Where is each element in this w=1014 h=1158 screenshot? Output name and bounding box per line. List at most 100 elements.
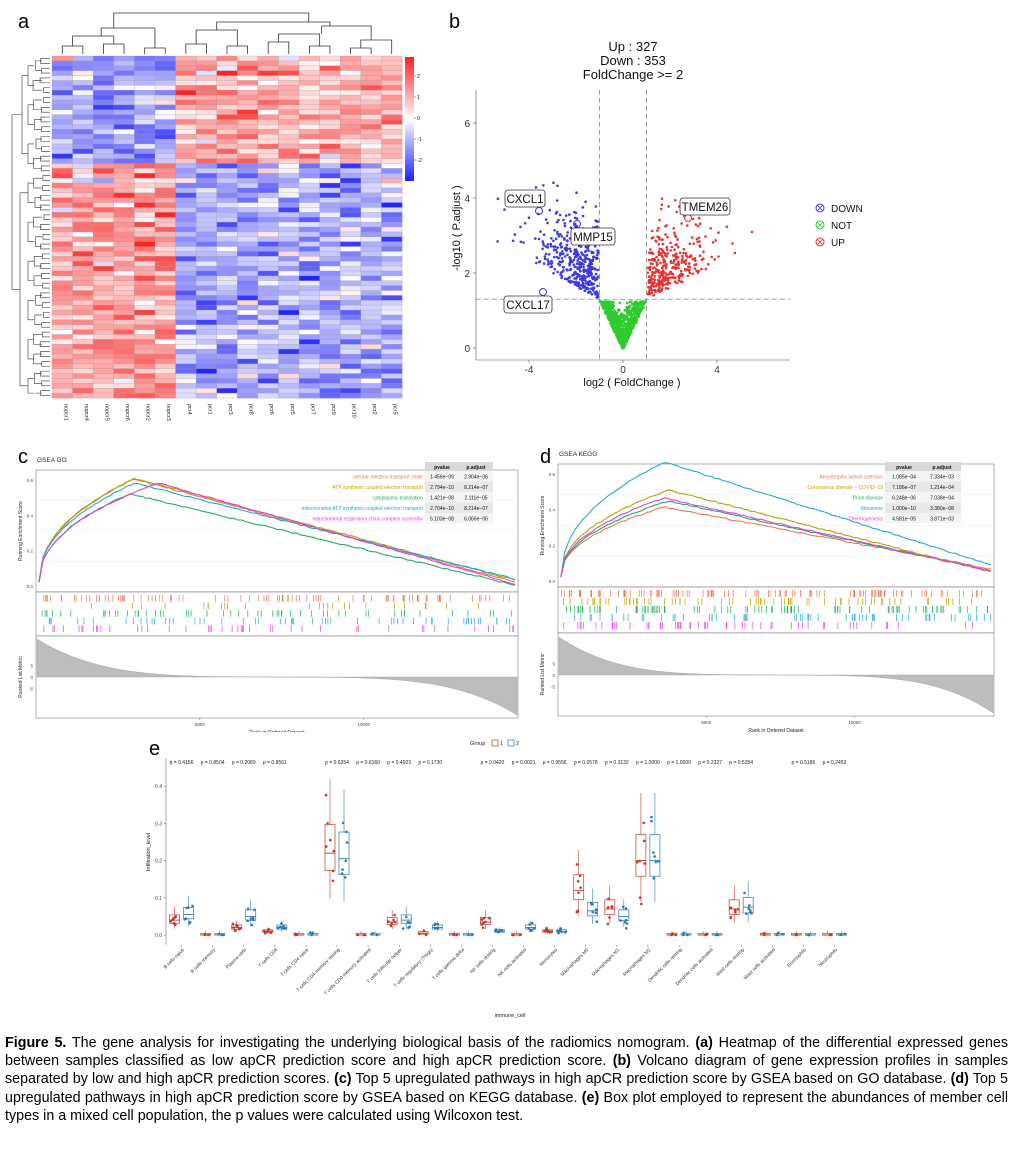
heatmap-cell <box>113 80 135 86</box>
heatmap-cell <box>360 246 382 252</box>
heatmap-cell <box>319 148 341 155</box>
point-down <box>550 259 553 263</box>
point-down <box>583 289 586 293</box>
heatmap-cell <box>237 217 259 223</box>
box-point <box>564 930 567 934</box>
heatmap-cell <box>381 95 403 101</box>
heatmap-cell <box>113 70 135 76</box>
heatmap-cell <box>175 329 197 335</box>
heatmap-cell <box>196 173 218 179</box>
heatmap-cell <box>319 99 341 106</box>
point-up <box>660 254 663 257</box>
heatmap-cell <box>134 319 156 326</box>
point-up <box>650 258 653 262</box>
heatmap-cell <box>360 197 382 203</box>
box-point <box>729 906 733 909</box>
point-down <box>541 240 544 243</box>
point-down <box>559 246 563 249</box>
metric-tick-label: -5 <box>29 687 33 692</box>
heatmap-cell <box>278 261 300 267</box>
heatmap-cell <box>340 280 362 286</box>
point-down <box>555 220 559 224</box>
heatmap-cell <box>72 324 94 330</box>
box-point <box>375 933 379 937</box>
heatmap-cell <box>134 227 156 233</box>
heatmap-cell <box>216 256 238 262</box>
heatmap-cell <box>381 275 403 282</box>
dendrogram-branch <box>27 221 34 242</box>
heatmap-cell <box>257 368 279 374</box>
gene-label-box <box>570 227 616 246</box>
heatmap-cell <box>175 373 197 379</box>
point-up <box>659 261 662 265</box>
heatmap-cell <box>113 168 135 174</box>
gene-marker <box>684 214 692 222</box>
point-down <box>585 253 589 257</box>
dendrogram-branch <box>41 126 50 133</box>
heatmap-cell <box>360 319 382 326</box>
box-point <box>545 927 548 930</box>
heatmap-cell <box>113 270 135 277</box>
heatmap-cell <box>299 378 320 384</box>
heatmap-cell <box>278 75 300 81</box>
heatmap-cell <box>278 212 300 218</box>
heatmap-cell <box>299 202 320 208</box>
heatmap-cell <box>299 280 320 286</box>
box-point <box>187 906 190 909</box>
heatmap-cell <box>381 290 403 296</box>
box-point <box>326 822 329 825</box>
heatmap-sample-label: nopcr6 <box>124 404 130 421</box>
heatmap-cell <box>381 231 403 238</box>
dendrogram-branch <box>33 353 42 365</box>
point-up <box>649 278 652 282</box>
heatmap-cell <box>381 363 403 369</box>
point-down <box>568 247 572 251</box>
heatmap-cell <box>134 143 156 150</box>
heatmap-cell <box>216 90 238 96</box>
heatmap-cell <box>154 261 176 267</box>
point-not <box>639 310 642 313</box>
heatmap-cell <box>278 329 300 335</box>
point-not <box>619 342 622 345</box>
heatmap-cell <box>196 178 218 184</box>
metric-axis-label: Ranked List Metric <box>540 653 546 695</box>
dendrogram-branch <box>33 334 42 345</box>
heatmap-cell <box>299 295 320 301</box>
heatmap-cell <box>319 217 341 223</box>
point-not <box>632 303 636 307</box>
gene-label: TMEM26 <box>682 202 729 214</box>
heatmap-cell <box>278 319 300 326</box>
pathway-name: Amyotrophic lateral sclerosis <box>819 475 883 481</box>
hit-strip <box>43 595 510 602</box>
heatmap-cell <box>257 329 279 335</box>
heatmap-cell <box>134 153 156 159</box>
point-up <box>657 250 661 253</box>
heatmap-cell <box>175 124 197 130</box>
y-tick-label: 0.1 <box>155 896 162 902</box>
heatmap-cell <box>237 393 259 399</box>
point-down <box>573 265 577 269</box>
heatmap-cell <box>93 393 115 399</box>
heatmap-cell <box>278 139 300 145</box>
heatmap-cell <box>340 143 362 150</box>
point-up <box>655 261 658 264</box>
heatmap-cell <box>257 56 279 62</box>
heatmap-cell <box>278 143 300 150</box>
point-up <box>665 262 668 266</box>
heatmap-cell <box>196 60 218 67</box>
box-point <box>393 913 396 917</box>
box-point <box>500 929 504 932</box>
heatmap-cell <box>52 99 73 106</box>
caption-d-text: Top 5 upregulated pathways in high apCR … <box>5 1071 1008 1106</box>
heatmap-cell <box>196 236 218 242</box>
point-not <box>624 333 628 337</box>
box-point <box>575 863 579 866</box>
caption-a-text: Heatmap of the differential expressed ge… <box>5 1035 1008 1070</box>
point-up <box>668 272 671 276</box>
heatmap-cell <box>154 270 176 277</box>
heatmap-cell <box>381 114 403 120</box>
heatmap-cell <box>299 163 320 169</box>
point-up <box>647 281 651 285</box>
heatmap-cell <box>278 197 300 203</box>
heatmap-cell <box>93 173 115 179</box>
